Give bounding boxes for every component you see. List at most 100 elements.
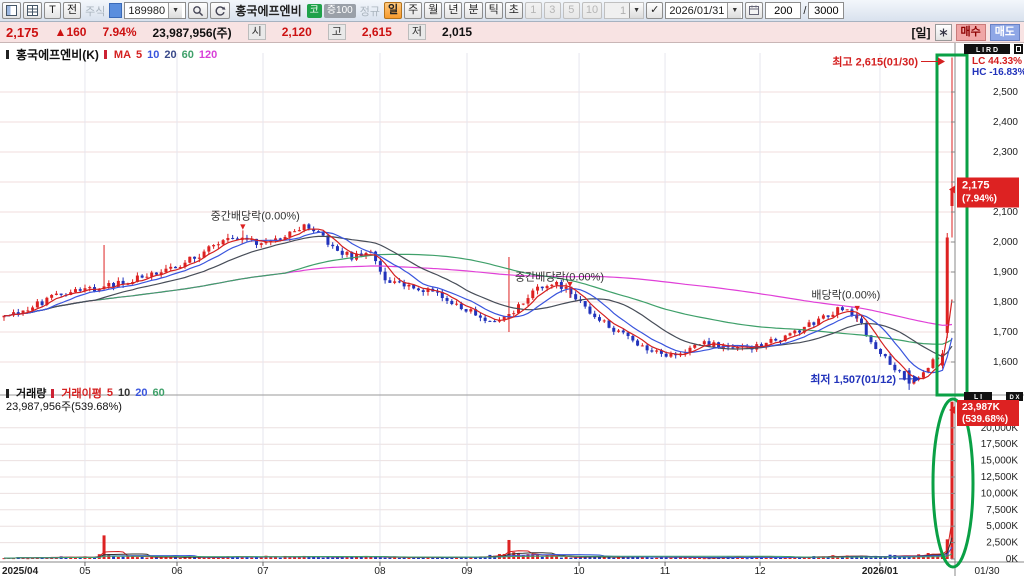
- svg-text:▼: ▼: [565, 279, 574, 289]
- gridlines-group: [0, 53, 955, 562]
- end-date-value: 2026/01/31: [669, 4, 725, 17]
- lc-hc-labels: LC 44.33%HC -16.83%: [972, 56, 1024, 78]
- minute-10-button: 10: [581, 2, 603, 19]
- field-icon: [109, 3, 123, 18]
- svg-text:L I: L I: [974, 394, 982, 401]
- minute-5-button: 5: [562, 2, 580, 19]
- chevron-down-icon[interactable]: ▼: [168, 3, 183, 18]
- svg-text:L I R D: L I R D: [976, 47, 998, 54]
- calendar-button[interactable]: [745, 2, 764, 19]
- svg-text:12: 12: [754, 566, 766, 576]
- top-toolbar: T 전 주식 189980 ▼ 홍국에프엔비 코 증100 정규 일 주 월 년…: [0, 0, 1024, 22]
- open-price: 2,120: [281, 25, 312, 39]
- bar-count-input[interactable]: [765, 2, 802, 19]
- period-week-button[interactable]: 주: [404, 2, 423, 19]
- svg-text:11: 11: [660, 566, 671, 576]
- svg-text:2,500: 2,500: [993, 87, 1018, 98]
- change-percent: 7.94%: [102, 25, 137, 39]
- svg-text:2,500K: 2,500K: [986, 538, 1018, 549]
- period-day-button[interactable]: 일: [383, 2, 403, 19]
- chevron-down-icon[interactable]: ▼: [727, 3, 742, 18]
- sell-button[interactable]: 매도: [989, 23, 1020, 41]
- end-date-combobox[interactable]: 2026/01/31 ▼: [665, 2, 744, 19]
- ma10-line: [3, 231, 953, 374]
- open-label: 시: [247, 24, 266, 40]
- text-tool-button[interactable]: T: [44, 2, 61, 19]
- chart-area: 2,5002,4002,3002,2002,1002,0001,9001,800…: [0, 43, 1024, 576]
- period-minute-button[interactable]: 분: [464, 2, 483, 19]
- svg-text:(7.94%): (7.94%): [962, 194, 997, 205]
- layout-left-panel-button[interactable]: [2, 2, 21, 19]
- ma20-line: [3, 235, 953, 358]
- period-month-button[interactable]: 월: [424, 2, 443, 19]
- period-second-button[interactable]: 초: [504, 2, 523, 19]
- pane-buttons-price[interactable]: L I R D: [964, 44, 1023, 54]
- asterisk-icon: [939, 28, 947, 36]
- svg-text:(539.68%): (539.68%): [962, 414, 1008, 425]
- x-axis-labels: 2025/04 05 06 07 08 09 10 11 12 2026/01 01/30: [2, 562, 1000, 576]
- volume-ma10-line: [3, 537, 953, 559]
- svg-text:0K: 0K: [1006, 554, 1019, 565]
- refresh-icon: [215, 5, 226, 16]
- svg-text:06: 06: [171, 566, 183, 576]
- chart-canvas[interactable]: 2,5002,4002,3002,2002,1002,0001,9001,800…: [0, 43, 1024, 576]
- svg-text:01/30: 01/30: [974, 566, 999, 576]
- symbol-search-button[interactable]: [188, 2, 209, 19]
- buy-button[interactable]: 매수: [955, 23, 986, 41]
- low-price: 2,015: [442, 25, 473, 39]
- ma-lines-group: [3, 228, 953, 380]
- ma5-line: [3, 228, 953, 380]
- svg-text:HC -16.83%: HC -16.83%: [972, 67, 1024, 78]
- svg-text:20,000K: 20,000K: [981, 423, 1019, 434]
- minute-3-button: 3: [543, 2, 561, 19]
- search-icon: [193, 5, 204, 16]
- price-axis-labels: 2,5002,4002,3002,2002,1002,0001,9001,800…: [951, 87, 1018, 368]
- volume-ma60-line: [3, 553, 953, 559]
- symbol-code-combobox[interactable]: 189980 ▼: [124, 2, 187, 19]
- symbol-code-value: 189980: [128, 4, 166, 17]
- bar-total-input[interactable]: [808, 2, 845, 19]
- svg-text:1,800: 1,800: [993, 297, 1018, 308]
- svg-text:05: 05: [79, 566, 91, 576]
- minute-custom-value: 1: [619, 4, 627, 17]
- refresh-button[interactable]: [210, 2, 231, 19]
- highlight-ellipse: [931, 397, 975, 569]
- price-change: ▲160: [54, 25, 87, 39]
- layout-grid-button[interactable]: [23, 2, 42, 19]
- high-price: 2,615: [361, 25, 392, 39]
- svg-text:7,500K: 7,500K: [986, 505, 1018, 516]
- svg-text:2,400: 2,400: [993, 117, 1018, 128]
- svg-text:중간배당락(0.00%): 중간배당락(0.00%): [515, 270, 604, 283]
- svg-text:2,300: 2,300: [993, 147, 1018, 158]
- asset-type-label: 주식: [85, 5, 106, 18]
- settings-button[interactable]: [934, 23, 952, 41]
- period-year-button[interactable]: 년: [444, 2, 463, 19]
- stock-name-label: 홍국에프엔비: [235, 4, 302, 18]
- svg-text:중간배당락(0.00%): 중간배당락(0.00%): [211, 210, 300, 223]
- svg-text:D X: D X: [1009, 395, 1019, 401]
- svg-text:LC 44.33%: LC 44.33%: [972, 56, 1022, 67]
- svg-text:2025/04: 2025/04: [2, 566, 39, 576]
- minute-1-button: 1: [524, 2, 542, 19]
- volume-shares: 23,987,956(주): [152, 25, 232, 40]
- svg-text:09: 09: [461, 566, 473, 576]
- svg-text:5,000K: 5,000K: [986, 521, 1018, 532]
- svg-text:1,600: 1,600: [993, 357, 1018, 368]
- auto-update-checkbox[interactable]: ✓: [646, 2, 664, 19]
- grid-icon: [27, 5, 38, 16]
- highlight-box: [935, 53, 969, 397]
- svg-text:1,900: 1,900: [993, 267, 1018, 278]
- svg-text:배당락(0.00%): 배당락(0.00%): [811, 288, 880, 301]
- svg-text:최저 1,507(01/12): 최저 1,507(01/12): [810, 372, 896, 386]
- current-price: 2,175: [6, 24, 39, 40]
- volume-ma-lines-group: [3, 520, 953, 559]
- svg-text:10: 10: [573, 566, 585, 576]
- minute-custom-combobox: 1 ▼: [604, 2, 645, 19]
- current-volume-tag: 23,987K(539.68%): [949, 400, 1019, 426]
- period-tick-button[interactable]: 틱: [484, 2, 503, 19]
- jeon-button[interactable]: 전: [63, 2, 82, 19]
- svg-text:▼: ▼: [238, 221, 247, 231]
- svg-text:2026/01: 2026/01: [862, 566, 899, 576]
- price-info-bar: 2,175 ▲160 7.94% 23,987,956(주) 시 2,120 고…: [0, 22, 1024, 43]
